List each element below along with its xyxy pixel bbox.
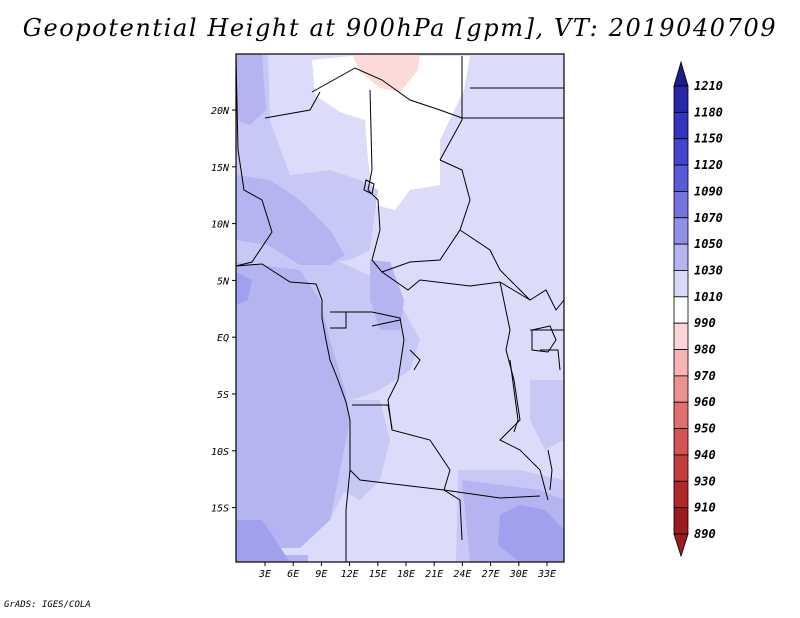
border-15 (349, 469, 445, 491)
colorbar-segment (673, 507, 689, 535)
lon-tick-label: 15E (369, 569, 387, 580)
colorbar-segment (673, 217, 689, 245)
lat-tick-label: 5S (217, 390, 229, 401)
coastline-west (236, 57, 273, 267)
colorbar-segment (673, 349, 689, 377)
lon-tick-label: 27E (482, 569, 500, 580)
colorbar-segment (673, 428, 689, 456)
colorbar-segment (673, 296, 689, 324)
colorbar-segment (673, 164, 689, 192)
colorbar-segment (673, 138, 689, 166)
lake-chad (363, 179, 375, 195)
lat-tick-label: 5N (217, 276, 230, 287)
border-10 (330, 311, 347, 329)
colorbar-bottom-arrow (673, 533, 689, 558)
geopotential-field (236, 54, 564, 562)
lon-tick-label: 24E (453, 569, 471, 580)
field-region-pink (352, 54, 420, 92)
coastline-gulf (236, 263, 351, 562)
map-title: Geopotential Height at 900hPa [gpm], VT:… (22, 14, 778, 42)
lon-tick-label: 9E (315, 569, 327, 580)
lat-tick-label: 20N (211, 106, 230, 117)
border-13 (499, 281, 549, 501)
colorbar-label: 1050 (694, 237, 723, 251)
lon-tick-label: 6E (287, 569, 299, 580)
colorbar-label: 1180 (694, 105, 723, 119)
lat-tick-label: 15S (211, 504, 229, 515)
border-1 (311, 67, 463, 119)
colorbar-label: 1070 (694, 211, 723, 225)
border-16 (443, 489, 541, 499)
colorbar-label: 980 (694, 343, 716, 357)
field-region-dark (236, 272, 564, 562)
lon-tick-label: 30E (509, 569, 528, 580)
colorbar-label: 940 (694, 448, 716, 462)
colorbar-label: 1120 (694, 158, 723, 172)
colorbar-label: 910 (694, 501, 716, 515)
lake-tanganyika (509, 359, 519, 433)
longitude-ticks: 3E 6E 9E 12E 15E 18E 21E 24E 27E 30E 33E (258, 562, 556, 580)
colorbar-label: 1210 (694, 79, 723, 93)
colorbar-label: 990 (694, 316, 716, 330)
lon-tick-label: 33E (537, 569, 556, 580)
colorbar-label: 1030 (694, 263, 723, 277)
colorbar-label: 890 (694, 527, 716, 541)
lat-tick-label: 10S (211, 447, 229, 458)
lon-tick-label: 18E (397, 569, 415, 580)
colorbar-segment (673, 480, 689, 509)
lon-tick-label: 21E (425, 569, 443, 580)
colorbar-label: 960 (694, 395, 716, 409)
credit-label: GrADS: IGES/COLA (4, 600, 91, 610)
lake-malawi (547, 449, 553, 491)
lat-tick-label: 10N (211, 220, 230, 231)
lake-victoria (531, 325, 557, 353)
colorbar-top-arrow (673, 60, 689, 87)
colorbar: 1210 1180 1150 1120 1090 1070 1050 1030 1010 990 9… (673, 60, 723, 558)
colorbar-label: 1010 (694, 290, 723, 304)
map-frame (235, 53, 565, 563)
colorbar-segment (673, 322, 689, 350)
border-17 (540, 349, 561, 371)
field-region-medium (236, 54, 564, 562)
lat-tick-label: 15N (211, 163, 230, 174)
colorbar-segment (673, 243, 689, 271)
lat-tick-label: EQ (217, 333, 229, 344)
colorbar-label: 930 (694, 474, 716, 488)
border-8 (381, 271, 531, 301)
colorbar-segment (673, 401, 689, 429)
colorbar-label: 970 (694, 369, 716, 383)
colorbar-segment (673, 270, 689, 298)
colorbar-segment (673, 85, 689, 113)
border-12 (352, 404, 393, 429)
country-borders (236, 56, 564, 562)
border-11 (371, 319, 401, 327)
river-congo (409, 349, 421, 371)
lon-tick-label: 12E (341, 569, 359, 580)
border-2 (264, 91, 321, 119)
colorbar-label: 1090 (694, 184, 723, 198)
field-region-white (312, 56, 470, 210)
colorbar-segment (673, 375, 689, 403)
colorbar-segment (673, 191, 689, 219)
latitude-ticks: 20N 15N 10N 5N EQ 5S 10S 15S (211, 106, 236, 515)
colorbar-segment (673, 111, 689, 140)
border-4 (439, 56, 463, 161)
colorbar-label: 1150 (694, 132, 723, 146)
colorbar-label: 950 (694, 422, 716, 436)
colorbar-segment (673, 454, 689, 482)
lon-tick-label: 3E (258, 569, 271, 580)
